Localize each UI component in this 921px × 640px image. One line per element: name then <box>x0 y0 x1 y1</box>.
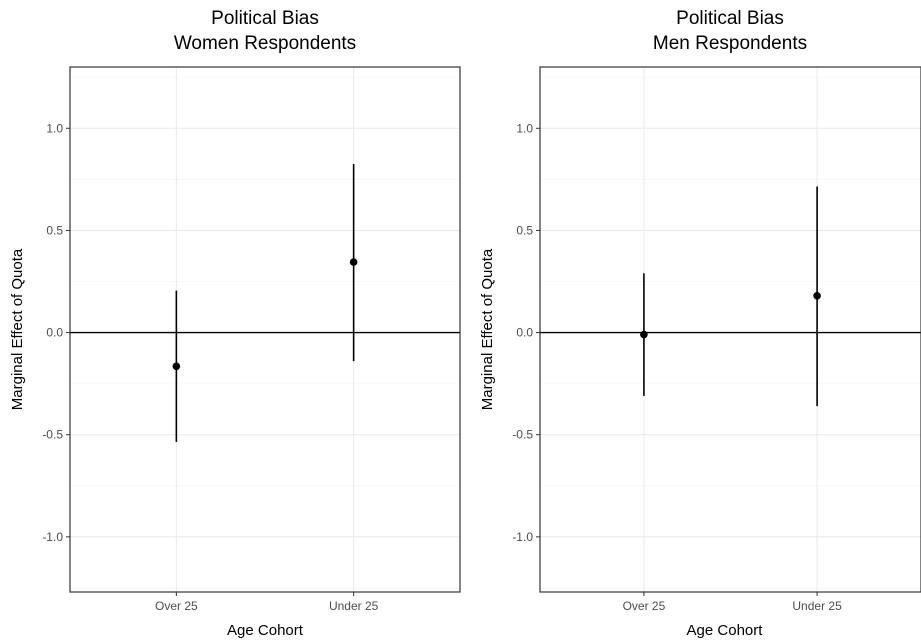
point-estimate-1 <box>172 362 181 371</box>
x-tick-label: Over 25 <box>155 599 198 613</box>
y-axis-title: Marginal Effect of Quota <box>9 248 26 410</box>
chart-title-line-1: Political Bias <box>211 8 319 29</box>
point-estimate-1 <box>640 330 648 339</box>
y-tick-label: 0.5 <box>46 223 63 237</box>
x-axis-title: Age Cohort <box>227 622 304 639</box>
y-tick-label: -1.0 <box>42 530 63 544</box>
panel-border <box>539 66 921 593</box>
point-estimate-2 <box>349 258 358 266</box>
y-tick-label: -1.0 <box>512 530 533 544</box>
x-tick-label: Over 25 <box>623 599 666 613</box>
panels: -1.0 -0.5 0.0 0.5 1.0 Over 25 Under 25 Politica… <box>9 8 921 639</box>
x-axis-title: Age Cohort <box>687 622 764 639</box>
y-tick-label: 1.0 <box>516 121 533 135</box>
y-tick-label: -0.5 <box>42 428 63 442</box>
y-tick-label: 0.5 <box>516 223 533 237</box>
y-tick-label: 1.0 <box>46 121 63 135</box>
chart-title-line-2: Men Respondents <box>653 33 807 54</box>
chart-panel-1: -1.0 -0.5 0.0 0.5 1.0 Over 25 Under 25 Politica… <box>9 8 461 639</box>
y-tick-label: -0.5 <box>512 428 533 442</box>
x-tick-label: Under 25 <box>329 599 379 613</box>
plot-background <box>540 67 921 592</box>
plot-background <box>70 67 460 592</box>
y-tick-label: 0.0 <box>516 326 533 340</box>
y-axis-title: Marginal Effect of Quota <box>479 248 496 410</box>
y-tick-label: 0.0 <box>46 326 63 340</box>
panel-border <box>69 66 461 593</box>
chart-title-line-2: Women Respondents <box>174 33 356 54</box>
point-estimate-2 <box>813 291 821 300</box>
chart-panel-2: -1.0 -0.5 0.0 0.5 1.0 Over 25 Under 25 Politica… <box>479 8 921 639</box>
chart-title-line-1: Political Bias <box>676 8 784 29</box>
x-tick-label: Under 25 <box>792 599 842 613</box>
